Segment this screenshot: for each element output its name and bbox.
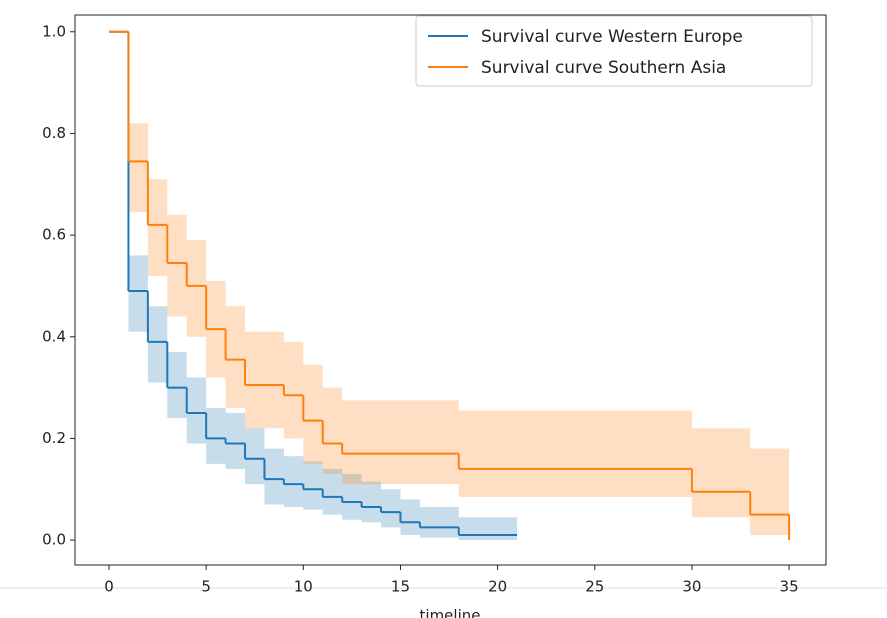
confidence-band bbox=[419, 507, 459, 538]
x-tick-label: 10 bbox=[294, 578, 313, 596]
x-tick-label: 35 bbox=[780, 578, 799, 596]
confidence-band bbox=[381, 489, 401, 528]
x-tick-label: 20 bbox=[488, 578, 507, 596]
confidence-band bbox=[245, 331, 284, 429]
confidence-band bbox=[283, 341, 304, 439]
confidence-band bbox=[283, 456, 304, 508]
y-tick-label: 0.8 bbox=[42, 124, 66, 142]
confidence-band bbox=[750, 448, 790, 536]
confidence-band bbox=[342, 400, 459, 485]
confidence-band bbox=[400, 499, 420, 536]
confidence-band bbox=[458, 410, 692, 497]
confidence-band bbox=[147, 179, 168, 276]
x-tick-label: 25 bbox=[585, 578, 604, 596]
confidence-band bbox=[147, 306, 168, 383]
footer-strip bbox=[0, 590, 887, 618]
confidence-band bbox=[322, 387, 343, 475]
x-tick-label: 0 bbox=[104, 578, 114, 596]
y-tick-label: 1.0 bbox=[42, 22, 66, 40]
y-tick-label: 0.4 bbox=[42, 327, 66, 345]
x-axis-label: timeline bbox=[420, 607, 481, 618]
y-tick-label: 0.0 bbox=[42, 531, 66, 549]
confidence-band bbox=[225, 413, 246, 469]
confidence-band bbox=[186, 240, 207, 337]
confidence-band bbox=[303, 364, 323, 464]
confidence-band bbox=[691, 428, 751, 518]
confidence-band bbox=[361, 481, 382, 523]
confidence-band bbox=[303, 461, 323, 510]
confidence-band bbox=[128, 255, 148, 332]
x-tick-label: 30 bbox=[682, 578, 701, 596]
confidence-band bbox=[186, 377, 207, 444]
legend-label: Survival curve Southern Asia bbox=[481, 58, 726, 78]
x-tick-label: 5 bbox=[201, 578, 211, 596]
confidence-band bbox=[264, 448, 284, 505]
y-tick-label: 0.2 bbox=[42, 429, 66, 447]
legend-label: Survival curve Western Europe bbox=[481, 27, 743, 47]
y-tick-label: 0.6 bbox=[42, 226, 66, 244]
confidence-band bbox=[342, 474, 362, 520]
legend-box bbox=[415, 15, 813, 87]
confidence-band bbox=[322, 468, 343, 515]
plot-area bbox=[109, 30, 791, 542]
confidence-band bbox=[458, 517, 518, 541]
confidence-band bbox=[206, 407, 226, 464]
confidence-band bbox=[167, 214, 187, 317]
confidence-band bbox=[128, 123, 148, 213]
axes-frame bbox=[74, 14, 827, 566]
x-tick-label: 15 bbox=[391, 578, 410, 596]
confidence-band bbox=[167, 352, 187, 419]
confidence-band bbox=[245, 428, 265, 485]
confidence-band bbox=[225, 306, 246, 408]
